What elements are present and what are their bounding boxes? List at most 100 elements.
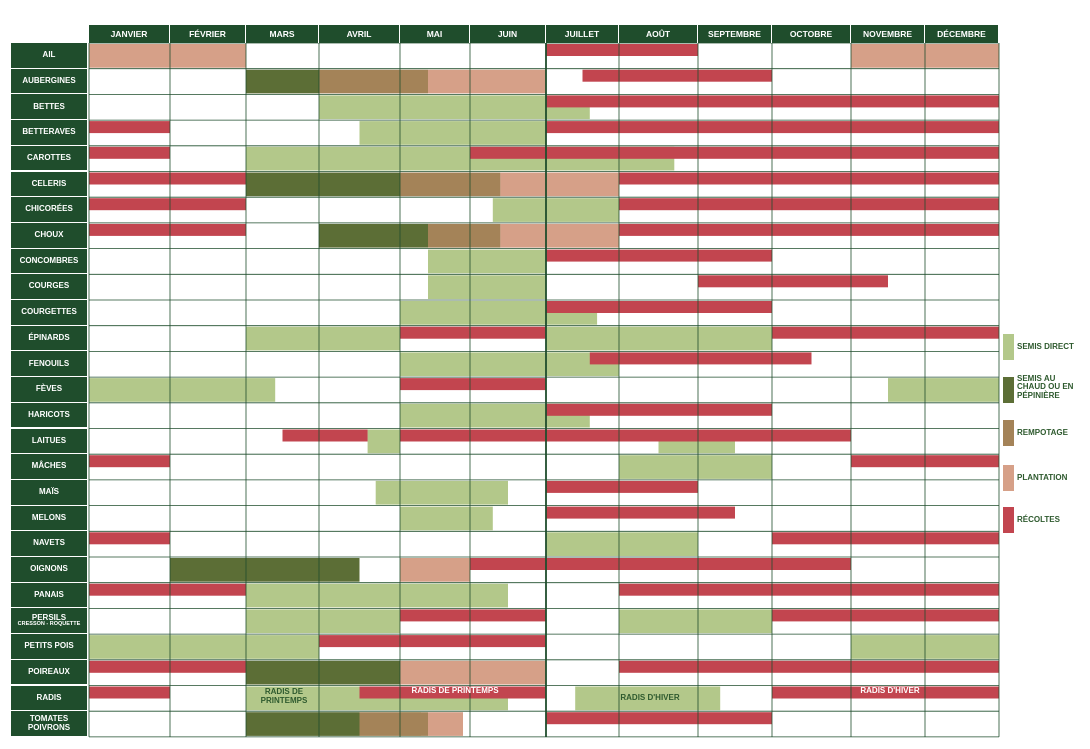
bar-recolte — [546, 121, 999, 134]
bar-semis_direct — [546, 326, 772, 351]
bar-recolte — [89, 121, 170, 134]
legend-swatch-semis_direct — [1003, 334, 1014, 360]
row-label: PETITS POIS — [11, 634, 87, 660]
row-label: LAITUES — [11, 428, 87, 455]
bar-semis_direct — [359, 121, 546, 145]
radis-hiver-note-2: RADIS D'HIVER — [860, 686, 920, 695]
row-label-sub: CRESSON - ROQUETTE — [17, 621, 81, 628]
row-label: POIREAUX — [11, 659, 87, 686]
bar-recolte — [772, 686, 999, 699]
row-label-text: NAVETS — [33, 538, 65, 548]
row-label-text: CONCOMBRES — [19, 255, 79, 265]
month-header: NOVEMBRE — [851, 25, 925, 43]
bar-recolte — [282, 429, 368, 442]
bar-semis_chaud — [246, 712, 360, 736]
row-label-text: CAROTTES — [27, 152, 71, 162]
row-label-text: PETITS POIS — [24, 641, 74, 651]
bar-recolte — [89, 583, 246, 596]
row-label-text: COURGES — [28, 281, 70, 291]
bar-recolte — [89, 223, 246, 236]
row-label-text: PANAIS — [34, 589, 64, 599]
bar-semis_direct — [492, 198, 619, 222]
row-label: NAVETS — [11, 531, 87, 557]
row-label: OIGNONS — [11, 557, 87, 583]
bar-recolte — [619, 172, 999, 185]
bar-semis_chaud — [319, 223, 428, 248]
bar-recolte — [698, 275, 888, 288]
bar-plantation — [428, 69, 546, 94]
month-header: OCTOBRE — [772, 25, 851, 43]
bar-recolte — [89, 532, 170, 545]
row-label-line2: POIVRONS — [27, 722, 71, 732]
bar-recolte — [619, 583, 999, 596]
bar-semis_direct — [367, 429, 400, 454]
bar-plantation — [89, 44, 246, 68]
bar-plantation — [500, 172, 619, 197]
bar-semis_chaud — [246, 660, 400, 685]
row-label: AUBERGINES — [11, 68, 87, 95]
bar-recolte — [89, 146, 170, 159]
bar-semis_direct — [319, 95, 590, 120]
row-label-text: HARICOTS — [28, 409, 70, 419]
row-label: BETTERAVES — [11, 120, 87, 146]
bar-semis_direct — [428, 249, 546, 274]
row-label-text: COURGETTES — [21, 307, 77, 317]
row-label: COURGETTES — [11, 300, 87, 326]
bar-semis_chaud — [246, 69, 319, 94]
bar-semis_direct — [428, 275, 546, 299]
row-label-text: MÂCHES — [31, 461, 67, 471]
month-header: MARS — [246, 25, 319, 43]
bar-recolte — [89, 686, 170, 699]
legend-swatch-rempotage — [1003, 420, 1014, 446]
bar-semis_direct — [619, 455, 772, 479]
bar-semis_direct — [575, 686, 721, 711]
row-label-text: AIL — [42, 50, 56, 60]
bar-recolte — [400, 609, 546, 622]
bar-semis_direct — [89, 635, 319, 659]
row-label-text: LAITUES — [31, 435, 67, 445]
row-label: TOMATES POIVRONS — [11, 711, 87, 737]
bar-semis_direct — [619, 609, 772, 634]
row-label: BETTES — [11, 94, 87, 121]
radis-printemps-note-2: RADIS DE PRINTEMPS — [411, 686, 499, 695]
bar-recolte — [546, 506, 735, 519]
bar-semis_direct — [400, 352, 619, 377]
row-label-text: FENOUILS — [28, 358, 70, 368]
legend-label-semis_direct: SEMIS DIRECT — [1017, 342, 1074, 351]
row-label-text: BETTERAVES — [22, 127, 76, 137]
row-label: CELERIS — [11, 171, 87, 198]
row-label-text: CELERIS — [31, 178, 67, 188]
legend-label-rempotage: REMPOTAGE — [1017, 428, 1068, 437]
bar-semis_direct — [246, 326, 400, 351]
row-label: FÈVES — [11, 377, 87, 403]
legend-label-semis_chaud: SEMIS AU CHAUD OU EN PÉPINIÈRE — [1017, 374, 1074, 400]
bar-recolte — [589, 352, 812, 365]
bar-recolte — [359, 686, 546, 699]
bar-recolte — [546, 480, 698, 493]
bar-semis_direct — [400, 403, 546, 428]
bar-rempotage — [428, 223, 501, 248]
month-header: AVRIL — [319, 25, 400, 43]
row-label: CHOUX — [11, 222, 87, 249]
month-header: JUIN — [470, 25, 546, 43]
row-label: PERSILS CRESSON - ROQUETTE — [11, 608, 87, 635]
bar-recolte — [546, 403, 772, 416]
month-header: SEPTEMBRE — [698, 25, 772, 43]
radis-hiver-note-1: RADIS D'HIVER — [620, 693, 680, 702]
bar-recolte — [400, 378, 546, 391]
bar-recolte — [772, 532, 999, 545]
bar-recolte — [546, 44, 698, 56]
bar-recolte — [89, 660, 246, 673]
row-label-text: ÉPINARDS — [28, 332, 70, 342]
legend-label-plantation: PLANTATION — [1017, 473, 1068, 482]
bar-rempotage — [359, 712, 428, 736]
legend-swatch-recolte — [1003, 507, 1014, 533]
bar-plantation — [400, 558, 470, 582]
bar-recolte — [470, 146, 999, 159]
bar-recolte — [772, 609, 999, 622]
row-label: MÂCHES — [11, 454, 87, 480]
bar-semis_direct — [400, 506, 493, 531]
month-header: DÉCEMBRE — [925, 25, 999, 43]
bar-recolte — [470, 558, 851, 570]
